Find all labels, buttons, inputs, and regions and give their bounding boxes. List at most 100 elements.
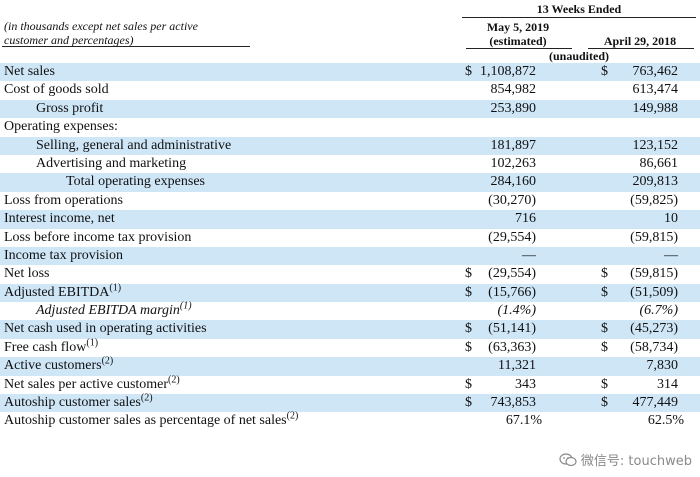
- row-label-text: Net sales per active customer: [4, 376, 169, 392]
- row-label-text: Adjusted EBITDA: [4, 284, 110, 300]
- value-prior: 314: [657, 376, 678, 392]
- table-row: Loss from operations (30,270) (59,825): [0, 192, 700, 210]
- value-current: —: [522, 247, 536, 263]
- value-prior: 477,449: [632, 395, 679, 411]
- row-label-text: Net loss: [4, 266, 50, 282]
- row-label: Interest income, net: [4, 210, 115, 228]
- table-row: Autoship customer sales(2) $ $743,853 477,4…: [0, 392, 700, 413]
- value-prior: 123,152: [632, 137, 679, 153]
- row-label: Active customers(2): [4, 356, 113, 375]
- currency-symbol: $: [465, 321, 472, 337]
- financial-table: Net sales $ $1,108,872 763,462 Cost of goods…: [0, 63, 700, 431]
- row-label: Total operating expenses: [66, 173, 205, 191]
- value-prior: (45,273): [630, 321, 678, 337]
- value-current: 181,897: [490, 137, 537, 153]
- value-current: (63,363): [488, 339, 536, 355]
- table-row: Free cash flow(1) $ $ (63,363) (58,734): [0, 337, 700, 357]
- value-current: 102,263: [490, 155, 537, 171]
- currency-symbol: $: [601, 395, 608, 411]
- footnote-ref: (2): [140, 392, 153, 404]
- wechat-icon: [559, 452, 577, 466]
- footnote-ref: (1): [86, 337, 99, 349]
- value-current: (30,270): [488, 192, 536, 208]
- value-prior: 62.5%: [647, 413, 684, 429]
- currency-symbol: $: [601, 284, 608, 300]
- value-current: (1.4%): [497, 303, 537, 319]
- row-label: Loss from operations: [4, 192, 123, 210]
- divider: [466, 48, 572, 49]
- footnote-ref: (1): [179, 300, 192, 312]
- value-current: 343: [515, 376, 536, 392]
- row-label-text: Advertising and marketing: [36, 155, 187, 171]
- column-header-current-status: (estimated): [489, 34, 547, 48]
- value-current: 67.1%: [505, 413, 542, 429]
- row-label: Advertising and marketing: [36, 155, 186, 173]
- currency-symbol: $: [601, 321, 608, 337]
- value-current: 743,853: [490, 395, 537, 411]
- row-label-text: Cost of goods sold: [4, 82, 109, 98]
- row-label-text: Selling, general and administrative: [36, 137, 232, 153]
- value-current: 11,321: [498, 358, 536, 374]
- row-label-text: Loss from operations: [4, 192, 123, 208]
- row-label-text: Autoship customer sales: [4, 395, 141, 411]
- value-prior: (6.7%): [639, 303, 679, 319]
- table-row: Income tax provision — —: [0, 246, 700, 266]
- value-current: 284,160: [490, 174, 537, 190]
- table-unit-note: (in thousands except net sales per activ…: [4, 19, 198, 47]
- value-prior: 613,474: [632, 82, 679, 98]
- value-prior: (58,734): [630, 339, 678, 355]
- row-label-text: Operating expenses:: [4, 119, 118, 135]
- value-current: (51,141): [488, 321, 536, 337]
- row-label-text: Loss before income tax provision: [4, 229, 192, 245]
- value-prior: (59,815): [630, 266, 678, 282]
- value-prior: —: [664, 247, 678, 263]
- row-label: Net loss: [4, 265, 50, 283]
- value-prior: 86,661: [639, 155, 679, 171]
- table-row: Advertising and marketing 102,263 86,661: [0, 155, 700, 173]
- row-label: Loss before income tax provision: [4, 229, 191, 247]
- table-row: Net cash used in operating activities $ $ (…: [0, 320, 700, 339]
- row-label: Selling, general and administrative: [36, 137, 231, 155]
- currency-symbol: $: [601, 64, 608, 79]
- row-label: Net cash used in operating activities: [4, 320, 207, 338]
- value-current: 1,108,872: [480, 64, 536, 79]
- table-row: Loss before income tax provision (29,554)…: [0, 229, 700, 247]
- column-header-current-date: May 5, 2019: [486, 20, 550, 34]
- row-label: Gross profit: [36, 100, 103, 118]
- footnote-ref: (2): [286, 410, 299, 422]
- table-row: Interest income, net 716 10: [0, 210, 700, 229]
- row-label: Income tax provision: [4, 247, 123, 265]
- row-label: Adjusted EBITDA(1): [4, 282, 122, 302]
- currency-symbol: $: [465, 284, 472, 300]
- value-prior: 7,830: [646, 358, 679, 374]
- divider: [588, 48, 694, 49]
- row-label: Adjusted EBITDA margin(1): [36, 300, 192, 320]
- footnote-ref: (2): [168, 373, 180, 385]
- table-row: Net sales $ $1,108,872 763,462: [0, 63, 700, 82]
- row-label: Operating expenses:: [4, 118, 118, 136]
- divider: [462, 17, 696, 18]
- currency-symbol: $: [465, 64, 472, 79]
- table-row: Cost of goods sold 854,982 613,474: [0, 81, 700, 99]
- row-label-text: Income tax provision: [4, 247, 123, 263]
- table-row: Gross profit 253,890 149,988: [0, 99, 700, 119]
- value-current: 253,890: [490, 100, 537, 116]
- table-row: Adjusted EBITDA(1) $ $ (15,766) (51,509): [0, 282, 700, 303]
- currency-symbol: $: [601, 376, 608, 392]
- table-row: Selling, general and administrative 181,8…: [0, 136, 700, 155]
- row-label-text: Net cash used in operating activities: [4, 321, 207, 337]
- table-row: Autoship customer sales as percentage of…: [0, 410, 700, 430]
- value-prior: 209,813: [632, 174, 679, 190]
- currency-symbol: $: [465, 266, 472, 282]
- row-label: Autoship customer sales(2): [4, 392, 153, 412]
- divider: [2, 46, 250, 47]
- column-header-prior: April 29, 2018: [603, 34, 677, 48]
- row-label-text: Active customers: [4, 358, 102, 374]
- row-label: Free cash flow(1): [4, 337, 99, 357]
- row-label-text: Gross profit: [36, 100, 104, 116]
- table-row: Total operating expenses 284,160 209,813: [0, 173, 700, 192]
- footnote-ref: (1): [109, 282, 122, 294]
- watermark: 微信号: touchweb: [559, 450, 692, 469]
- currency-symbol: $: [465, 395, 472, 411]
- value-current: 854,982: [490, 82, 537, 98]
